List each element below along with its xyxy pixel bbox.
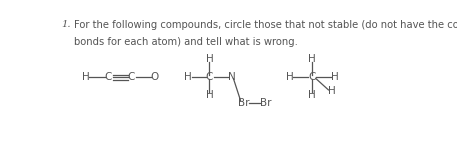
Text: H: H: [308, 90, 316, 100]
Text: H: H: [206, 90, 213, 100]
Text: H: H: [308, 54, 316, 64]
Text: H: H: [82, 72, 89, 82]
Text: For the following compounds, circle those that not stable (do not have the corre: For the following compounds, circle thos…: [74, 20, 457, 30]
Text: H: H: [184, 72, 192, 82]
Text: Br: Br: [238, 98, 250, 108]
Text: C: C: [105, 72, 112, 82]
Text: H: H: [328, 86, 336, 96]
Text: 1.: 1.: [61, 20, 71, 29]
Text: H: H: [286, 72, 294, 82]
Text: N: N: [228, 72, 235, 82]
Text: H: H: [206, 54, 213, 64]
Text: C: C: [308, 72, 316, 82]
Text: O: O: [150, 72, 159, 82]
Text: bonds for each atom) and tell what is wrong.: bonds for each atom) and tell what is wr…: [74, 37, 298, 47]
Text: C: C: [206, 72, 213, 82]
Text: Br: Br: [260, 98, 272, 108]
Text: H: H: [330, 72, 338, 82]
Text: C: C: [128, 72, 135, 82]
